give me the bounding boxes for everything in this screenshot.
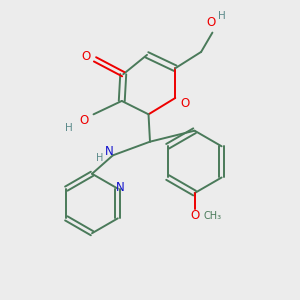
Text: N: N <box>116 181 124 194</box>
Text: O: O <box>80 114 88 128</box>
Text: H: H <box>65 123 73 133</box>
Text: H: H <box>218 11 226 21</box>
Text: H: H <box>96 153 103 163</box>
Text: O: O <box>82 50 91 63</box>
Text: O: O <box>180 98 190 110</box>
Text: O: O <box>206 16 216 29</box>
Text: N: N <box>105 145 113 158</box>
Text: O: O <box>190 209 199 223</box>
Text: CH₃: CH₃ <box>204 211 222 221</box>
